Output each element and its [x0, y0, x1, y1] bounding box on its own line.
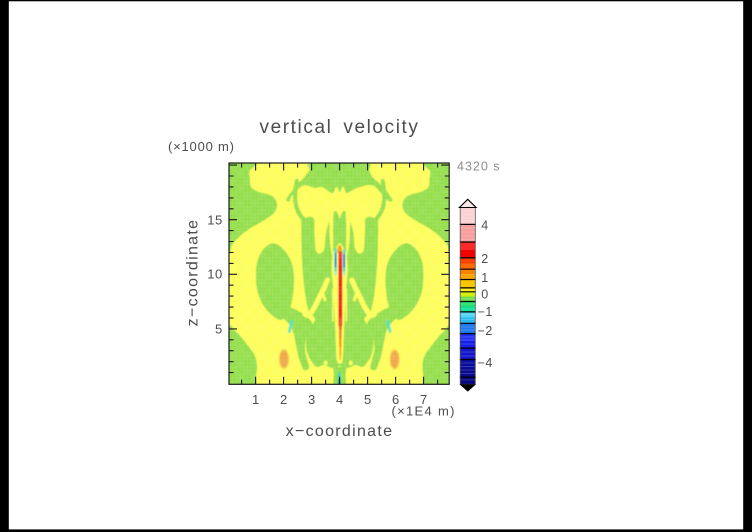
svg-text:5: 5 — [364, 392, 371, 407]
svg-text:2: 2 — [280, 392, 287, 407]
svg-text:0: 0 — [481, 287, 488, 301]
svg-text:x−coordinate: x−coordinate — [286, 423, 394, 440]
svg-text:6: 6 — [392, 392, 399, 407]
svg-text:15: 15 — [207, 212, 222, 227]
svg-text:−1: −1 — [478, 305, 493, 319]
svg-text:(×1E4 m): (×1E4 m) — [392, 404, 456, 419]
svg-text:z−coordinate: z−coordinate — [184, 219, 201, 327]
svg-text:4: 4 — [336, 392, 343, 407]
svg-text:−2: −2 — [478, 324, 493, 338]
svg-text:vertical velocity: vertical velocity — [259, 117, 419, 138]
svg-text:4: 4 — [481, 218, 488, 232]
svg-text:2: 2 — [481, 252, 488, 266]
svg-text:5: 5 — [215, 322, 223, 337]
svg-text:7: 7 — [420, 392, 427, 407]
svg-text:(×1000 m): (×1000 m) — [168, 139, 235, 154]
svg-text:4320 s: 4320 s — [457, 160, 501, 174]
svg-text:1: 1 — [252, 392, 259, 407]
svg-text:10: 10 — [207, 266, 222, 281]
svg-text:−4: −4 — [478, 356, 493, 370]
svg-text:3: 3 — [308, 392, 315, 407]
svg-text:1: 1 — [481, 271, 488, 285]
